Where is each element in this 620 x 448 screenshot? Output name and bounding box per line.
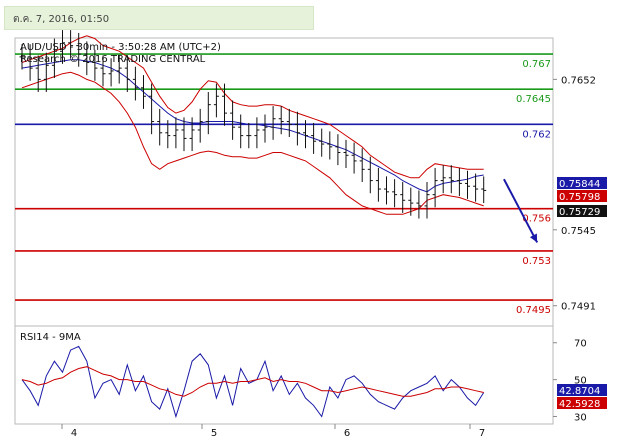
rsi-line <box>21 345 485 419</box>
level-label: 0.7495 <box>516 305 551 316</box>
price-tag-box <box>557 190 607 202</box>
level-label: 0.7645 <box>516 94 551 105</box>
rsi-y-tick-label: 50 <box>574 376 587 387</box>
forecast-arrow-head <box>529 233 538 243</box>
price-tag-label: 0.75729 <box>559 207 600 218</box>
rsi-y-tick-label: 30 <box>574 412 587 423</box>
x-tick-label: 6 <box>344 428 350 439</box>
price-tag-box <box>557 205 607 217</box>
rsi-ma-line <box>21 366 484 397</box>
rsi-tag-label: 42.8704 <box>559 386 600 397</box>
rsi-tag-box <box>557 397 607 409</box>
rsi-y-tick-label: 70 <box>574 339 587 350</box>
price-bars <box>19 30 487 219</box>
level-label: 0.767 <box>522 59 551 70</box>
x-tick-label: 4 <box>71 428 77 439</box>
forecast-arrow-shaft <box>503 178 539 243</box>
upper-band-line <box>21 35 484 179</box>
support-resistance-levels: 0.767 0.7645 0.762 0.756 0.753 0.7495 <box>15 53 553 316</box>
x-tick-label: 7 <box>479 428 485 439</box>
forecast-arrow <box>503 178 539 243</box>
rsi-lines <box>21 345 485 419</box>
rsi-tag-box <box>557 384 607 396</box>
axes: 0.7652 0.7545 0.7491 70 50 30 0.75844 0.75798 0.… <box>61 75 607 439</box>
rsi-chart-frame <box>14 325 554 425</box>
price-tag-label: 0.75798 <box>559 192 600 203</box>
level-label: 0.762 <box>522 129 551 140</box>
x-tick-label: 5 <box>211 428 217 439</box>
date-bar: ต.ค. 7, 2016, 01:50 <box>4 6 314 30</box>
date-text: ต.ค. 7, 2016, 01:50 <box>13 14 110 25</box>
bollinger-bands <box>21 35 484 215</box>
rsi-title: RSI14 - 9MA <box>20 332 81 343</box>
level-label: 0.756 <box>522 214 551 225</box>
y-tick-label: 0.7491 <box>561 302 596 313</box>
chart-subtitle: Research © 2016 TRADING CENTRAL <box>20 54 206 65</box>
chart-title: AUD/USD - 30min - 3:50:28 AM (UTC+2) <box>20 42 221 53</box>
main-chart-frame <box>14 37 554 327</box>
price-tag-box <box>557 177 607 189</box>
level-label: 0.753 <box>522 256 551 267</box>
price-tag-label: 0.75844 <box>559 179 600 190</box>
y-tick-label: 0.7652 <box>561 75 596 86</box>
y-tick-label: 0.7545 <box>561 226 596 237</box>
rsi-tag-label: 42.5928 <box>559 399 600 410</box>
lower-band-line <box>21 71 484 215</box>
ma-line <box>21 59 484 193</box>
